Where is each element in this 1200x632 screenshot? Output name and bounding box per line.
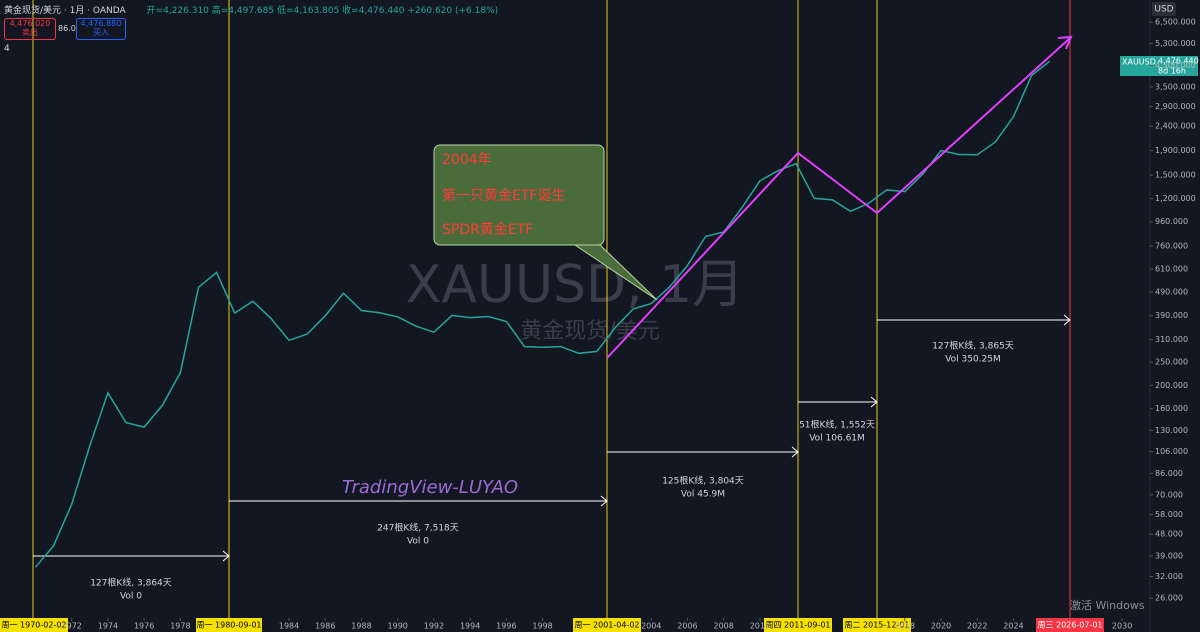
x-tick-label: 2024 [1003,622,1023,631]
y-tick-label: 3,500.000 [1155,82,1196,91]
y-tick-label: 26.000 [1155,594,1183,603]
price-line [34,60,1051,568]
x-tick-label: 2006 [677,622,697,631]
ohlc: 开=4,226.310 高=4,497.685 低=4,163.805 收=4,… [146,6,499,16]
x-tick-label: 2018 [895,622,915,631]
x-tick-label: 1992 [424,622,444,631]
measure-bars: 51根K线, 1,552天 [799,419,875,431]
y-tick-label: 39.000 [1155,551,1183,560]
x-tick-label: 2004 [641,622,661,631]
measure-vol: Vol 45.9M [681,490,725,500]
y-tick-label: 70.000 [1155,490,1183,499]
date-label: 周一 1980-09-01 [196,621,261,630]
y-tick-label: 130.000 [1155,426,1188,435]
y-tick-label: 86.000 [1155,469,1183,478]
symbol[interactable]: 黄金现货/美元 · 1月 · OANDA [4,6,126,16]
date-label: 周一 2001-04-02 [574,621,639,630]
y-tick-label: 106.000 [1155,447,1188,456]
x-tick-label: 1972 [62,622,82,631]
measure-bars: 127根K线, 3,865天 [932,340,1014,352]
x-tick-label: 1978 [170,622,190,631]
measure-vol: Vol 0 [120,592,142,602]
measure-bars: 125根K线, 3,804天 [662,475,744,487]
x-tick-label: 1986 [315,622,335,631]
measure-vol: Vol 106.61M [809,434,865,444]
tag-price: 4,476.440 [1158,57,1199,66]
measure-bars: 247根K线, 7,518天 [377,522,459,534]
currency[interactable]: USD [1154,5,1173,15]
x-tick-label: 1974 [98,622,118,631]
windows-notice: 激活 Windows [1070,598,1145,612]
x-tick-label: 2008 [714,622,734,631]
x-tick-label: 2020 [931,622,951,631]
sell-label: 卖出 [22,28,38,37]
y-tick-label: 2,400.000 [1155,122,1196,131]
y-tick-label: 250.000 [1155,358,1188,367]
y-tick-label: 5,300.000 [1155,39,1196,48]
x-tick-label: 2030 [1112,622,1132,631]
buy-label: 买入 [93,28,109,37]
buy-button[interactable]: 4,476.880 买入 [76,18,126,40]
x-tick-label: 1990 [388,622,408,631]
y-tick-label: 1,200.000 [1155,194,1196,203]
y-tick-label: 1,500.000 [1155,171,1196,180]
x-tick-label: 2010 [750,622,770,631]
sell-button[interactable]: 4,476.020 卖出 [4,18,56,40]
note-line: SPDR黄金ETF [442,221,533,238]
watermark-subtitle: 黄金现货/美元 [520,319,659,344]
y-tick-label: 760.000 [1155,242,1188,251]
x-tick-label: 1996 [496,622,516,631]
header: 黄金现货/美元 · 1月 · OANDA 开=4,226.310 高=4,497… [4,3,498,16]
measure-vol: Vol 350.25M [945,355,1001,365]
tag-countdown: 8d 16h [1158,67,1186,76]
y-tick-label: 4,300.000 [1155,61,1196,70]
y-tick-label: 1,900.000 [1155,146,1196,155]
note-line: 第一只黄金ETF诞生 [442,187,565,204]
y-tick-label: 58.000 [1155,510,1183,519]
y-tick-label: 200.000 [1155,381,1188,390]
y-tick-label: 48.000 [1155,530,1183,539]
tag-symbol: XAUUSD [1122,58,1156,67]
spread: 86.0 [58,24,76,33]
y-tick-label: 160.000 [1155,404,1188,413]
x-tick-label: 2022 [967,622,987,631]
sell-price: 4,476.020 [9,19,51,28]
y-tick-label: 960.000 [1155,217,1188,226]
measure-vol: Vol 0 [407,537,429,547]
x-tick-label: 1988 [351,622,371,631]
date-label: 周四 2011-09-01 [765,621,830,630]
date-label: 周三 2026-07-01 [1037,621,1102,630]
x-tick-label: 1994 [460,622,480,631]
y-tick-label: 310.000 [1155,335,1188,344]
y-tick-label: 610.000 [1155,265,1188,274]
y-tick-label: 32.000 [1155,572,1183,581]
y-tick-label: 490.000 [1155,287,1188,296]
x-tick-label: 1998 [532,622,552,631]
note-line: 2004年 [442,152,492,168]
date-label: 周二 2015-12-01 [844,621,909,630]
buy-price: 4,476.880 [80,19,122,28]
author: TradingView-LUYAO [342,477,518,498]
x-tick-label: 1976 [134,622,154,631]
measure-bars: 127根K线, 3,864天 [90,577,172,589]
y-tick-label: 6,500.000 [1155,18,1196,27]
y-tick-label: 2,900.000 [1155,102,1196,111]
x-tick-label: 1984 [279,622,299,631]
y-tick-label: 390.000 [1155,311,1188,320]
date-label: 周一 1970-02-02 [1,621,66,630]
indicators-toggle[interactable]: 4 [4,44,10,54]
